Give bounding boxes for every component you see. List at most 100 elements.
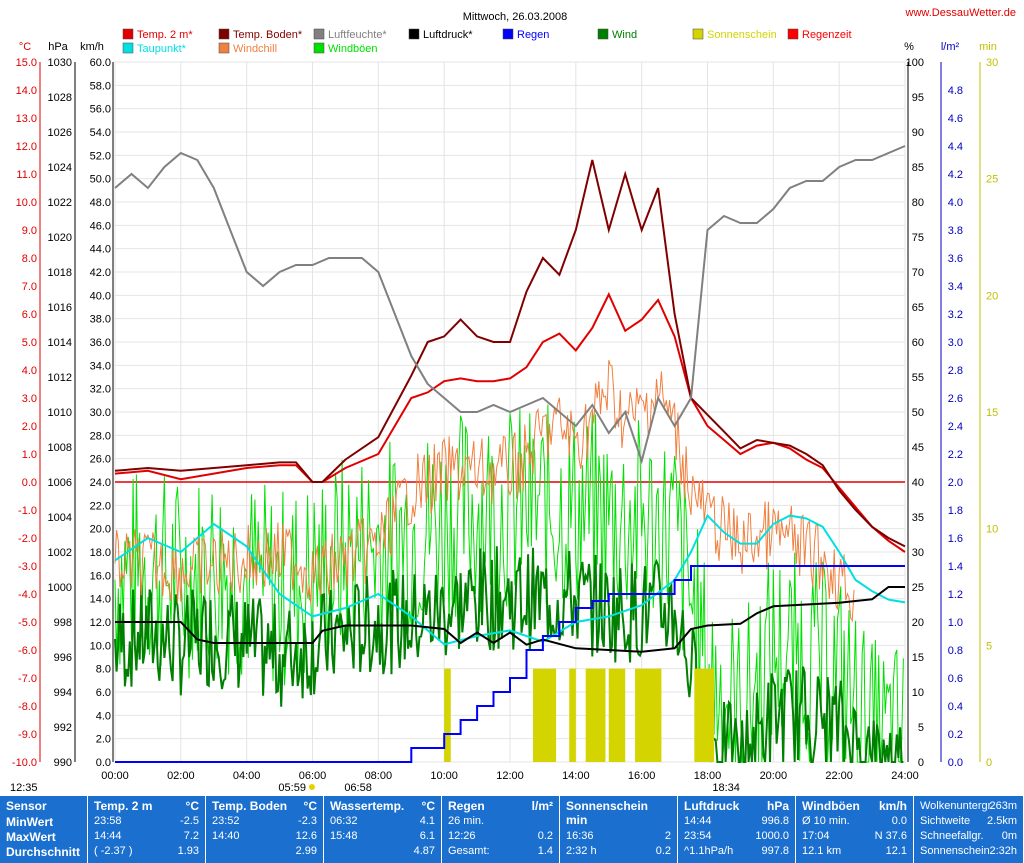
legend-label: Sonnenschein xyxy=(707,29,777,41)
tick-label-celsius: 4.0 xyxy=(22,365,37,377)
tick-label-percent: 50 xyxy=(912,407,924,419)
table-row: 16:36 2 xyxy=(566,830,671,843)
tick-label-rain: 4.8 xyxy=(948,85,963,97)
table-header-label: Temp. Boden xyxy=(212,799,288,813)
tick-label-minutes: 25 xyxy=(986,174,998,186)
tick-label-kmh: 10.0 xyxy=(90,640,111,652)
legend-label: Taupunkt* xyxy=(137,43,187,55)
table-cell: 2:32 h xyxy=(566,845,597,857)
series-line-temp-boden xyxy=(114,159,906,548)
table-column: Windböen km/h Ø 10 min. 0.0 17:04 N 37.6 12.1 … xyxy=(796,796,914,863)
tick-label-celsius: 10.0 xyxy=(16,197,37,209)
table-cell: 06:32 xyxy=(330,815,358,827)
table-row: 2.99 xyxy=(212,845,317,858)
legend: Temp. 2 m* Temp. Boden* Luftfeuchte* Luftdr… xyxy=(122,28,852,55)
table-cell: 0.2 xyxy=(537,830,553,842)
legend-label: Regenzeit xyxy=(802,29,852,41)
legend-label: Windböen xyxy=(328,43,378,55)
table-cell: 14:40 xyxy=(212,830,240,842)
axis-unit-hpa: hPa xyxy=(48,41,68,53)
tick-label-x: 18:00 xyxy=(694,770,722,782)
table-cell: 7.2 xyxy=(183,830,199,842)
tick-label-x: 14:00 xyxy=(562,770,590,782)
tick-label-celsius: 11.0 xyxy=(16,169,37,181)
table-header: Wassertemp. °C xyxy=(330,799,435,813)
tick-label-rain: 1.0 xyxy=(948,617,963,629)
tick-label-minutes: 5 xyxy=(986,640,992,652)
table-cell: -2.3 xyxy=(298,815,317,827)
legend-label: Luftdruck* xyxy=(423,29,473,41)
tick-label-kmh: 0.0 xyxy=(96,757,111,769)
legend-swatch xyxy=(692,28,704,40)
tick-label-minutes: 20 xyxy=(986,290,998,302)
axis-unit-percent: % xyxy=(904,41,914,53)
table-cell: 2.5km xyxy=(987,815,1017,827)
table-header: Temp. Boden °C xyxy=(212,799,317,813)
tick-label-rain: 3.4 xyxy=(948,281,963,293)
tick-label-kmh: 50.0 xyxy=(90,174,111,186)
tick-label-minutes: 10 xyxy=(986,524,998,536)
moonset-label: 12:35 xyxy=(10,782,38,794)
tick-label-celsius: 0.0 xyxy=(22,477,37,489)
table-cell: 263m xyxy=(989,800,1017,812)
tick-label-kmh: 24.0 xyxy=(90,477,111,489)
tick-label-percent: 100 xyxy=(906,57,924,69)
tick-label-percent: 70 xyxy=(912,267,924,279)
tick-label-celsius: -3.0 xyxy=(18,561,37,573)
tick-label-percent: 40 xyxy=(912,477,924,489)
tick-label-celsius: -4.0 xyxy=(18,589,37,601)
tick-label-rain: 0.6 xyxy=(948,673,963,685)
sunrise-icon xyxy=(308,784,315,790)
table-cell: N 37.6 xyxy=(874,830,907,842)
tick-label-percent: 25 xyxy=(912,582,924,594)
tick-label-kmh: 6.0 xyxy=(96,687,111,699)
sunset-label: 18:34 xyxy=(712,782,740,794)
table-cell: 23:52 xyxy=(212,815,240,827)
tick-label-celsius: -8.0 xyxy=(18,701,37,713)
table-header-label: Luftdruck xyxy=(684,799,740,813)
table-header: Sensor xyxy=(6,799,81,813)
tick-label-kmh: 8.0 xyxy=(96,664,111,676)
table-cell: 0m xyxy=(1001,830,1017,842)
tick-label-hpa: 992 xyxy=(54,722,72,734)
table-cell: 12.1 xyxy=(885,845,907,857)
table-header-unit: l/m² xyxy=(531,799,553,813)
table-cell: 17:04 xyxy=(802,830,830,842)
table-column: Sonnenschein min 16:36 2 2:32 h 0.2 xyxy=(560,796,678,863)
tick-label-rain: 0.4 xyxy=(948,701,963,713)
tick-label-x: 12:00 xyxy=(496,770,524,782)
chart-title: Mittwoch, 26.03.2008 xyxy=(463,11,568,23)
table-row: 14:44 996.8 xyxy=(684,815,789,828)
table-header: Regen l/m² xyxy=(448,799,553,813)
table-column: Wassertemp. °C 06:32 4.1 15:48 6.1 4.87 xyxy=(324,796,442,863)
tick-label-hpa: 1030 xyxy=(48,57,72,69)
table-row: Wolkenuntergr. 263m xyxy=(920,800,1017,813)
table-cell: 14:44 xyxy=(94,830,122,842)
tick-label-kmh: 30.0 xyxy=(90,407,111,419)
tick-label-kmh: 40.0 xyxy=(90,290,111,302)
table-row: Schneefallgr. 0m xyxy=(920,830,1017,843)
table-header-label: Sensor xyxy=(6,799,47,813)
tick-label-celsius: 2.0 xyxy=(22,421,37,433)
sunshine-bar xyxy=(694,668,715,762)
tick-label-rain: 2.6 xyxy=(948,393,963,405)
tick-label-celsius: 15.0 xyxy=(16,57,37,69)
legend-swatch xyxy=(313,42,325,54)
legend-label: Regen xyxy=(517,29,549,41)
table-column: Regen l/m² 26 min. 12:26 0.2 Gesamt: 1.4 xyxy=(442,796,560,863)
legend-swatch xyxy=(218,42,230,54)
tick-label-x: 02:00 xyxy=(167,770,195,782)
series-line-luftdruck xyxy=(115,586,905,653)
tick-label-percent: 90 xyxy=(912,127,924,139)
tick-label-celsius: -7.0 xyxy=(18,673,37,685)
tick-label-rain: 2.0 xyxy=(948,477,963,489)
series-line-luftfeuchte xyxy=(114,145,906,465)
sunshine-bar xyxy=(635,668,662,762)
table-row: MinWert xyxy=(6,815,81,829)
table-header-unit: °C xyxy=(421,799,435,813)
table-cell: Ø 10 min. xyxy=(802,815,850,827)
table-cell: 23:58 xyxy=(94,815,122,827)
table-cell: 997.8 xyxy=(761,845,789,857)
table-cell: 2:32h xyxy=(989,845,1017,857)
table-row: 12:26 0.2 xyxy=(448,830,553,843)
